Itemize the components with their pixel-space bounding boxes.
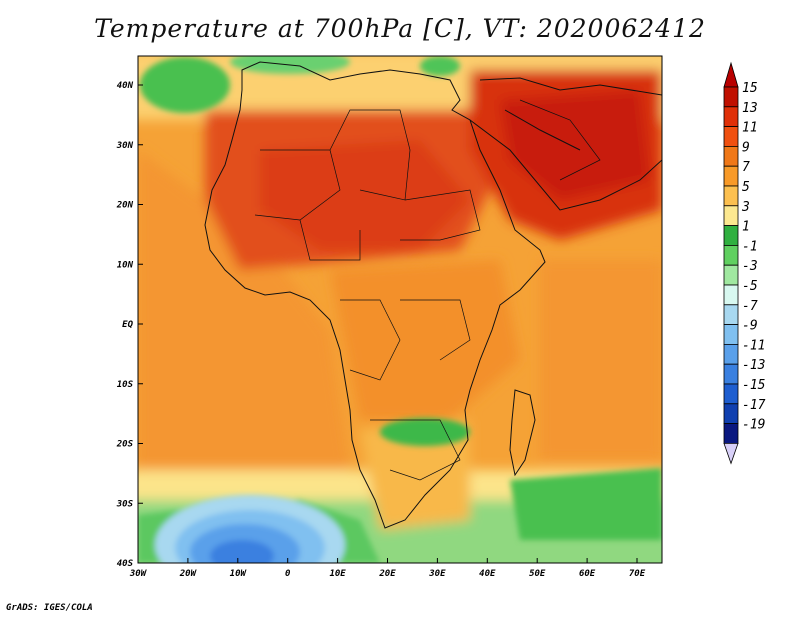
colorbar-label: -13 — [742, 358, 765, 373]
lon-tick-label: 60E — [579, 569, 596, 579]
map-frame — [137, 55, 663, 564]
lat-tick-label: 40N — [117, 81, 134, 91]
colorbar-swatch — [723, 324, 739, 345]
lat-tick-label: 20S — [116, 440, 134, 450]
colorbar-swatch — [723, 363, 739, 385]
colorbar-label: 11 — [742, 121, 758, 136]
lon-tick-label: 30W — [129, 569, 148, 579]
colorbar-swatch — [723, 225, 739, 246]
grads-credit: GrADS: IGES/COLA — [6, 603, 93, 613]
country-borders — [254, 99, 601, 481]
colorbar-label: 9 — [742, 140, 750, 155]
colorbar-top-arrow — [723, 61, 739, 88]
lon-tick-label: 50E — [529, 569, 546, 579]
lon-tick-label: 10E — [329, 569, 346, 579]
colorbar-label: -15 — [742, 378, 766, 393]
colorbar-label: 3 — [741, 200, 750, 215]
colorbar-label: -3 — [742, 259, 758, 274]
colorbar-legend: 15 13 11 9 7 5 3 1 -1 -3 -5 -7 -9 -11 -13 -15 -17 -19 — [723, 61, 766, 465]
coastlines — [204, 61, 662, 529]
colorbar-swatch — [723, 126, 739, 147]
colorbar-swatch — [723, 383, 739, 405]
colorbar-swatch — [723, 165, 739, 187]
colorbar-swatch — [723, 403, 739, 424]
colorbar-label: -19 — [742, 418, 765, 433]
lat-tick-label: 20N — [116, 201, 134, 211]
colorbar-label: 7 — [742, 160, 750, 175]
lon-tick-label: 70E — [629, 569, 646, 579]
colorbar-label: 13 — [742, 101, 758, 116]
colorbar-swatch — [723, 304, 739, 325]
lat-tick-label: EQ — [122, 320, 133, 330]
colorbar-swatch — [723, 284, 739, 306]
colorbar-swatch — [723, 205, 739, 227]
lat-tick-label: 40S — [117, 559, 134, 569]
colorbar-label: -5 — [742, 279, 758, 294]
colorbar-swatch — [723, 145, 739, 167]
colorbar-label: -7 — [742, 299, 758, 314]
colorbar-swatch — [723, 423, 739, 444]
colorbar-label: -1 — [742, 239, 758, 254]
colorbar-swatch — [723, 86, 739, 108]
lat-tick-label: 30N — [116, 141, 134, 151]
colorbar-label: 5 — [742, 180, 750, 195]
colorbar-swatch — [723, 244, 739, 266]
lon-tick-label: 10W — [230, 569, 248, 579]
lon-tick-label: 20W — [179, 569, 198, 579]
colorbar-label: -11 — [742, 338, 765, 353]
lon-tick-label: 20E — [378, 569, 396, 579]
lat-tick-label: 30S — [116, 499, 134, 509]
lon-tick-label: 0 — [285, 569, 291, 579]
map-title: Temperature at 700hPa [C], VT: 202006241… — [94, 14, 706, 43]
lon-tick-label: 40E — [479, 569, 496, 579]
colorbar-swatch — [723, 106, 739, 128]
colorbar-swatch — [723, 343, 739, 365]
colorbar-bottom-arrow — [723, 443, 739, 465]
colorbar-swatch — [723, 185, 739, 207]
colorbar-label: -17 — [742, 398, 766, 413]
colorbar-swatch — [723, 264, 739, 286]
colorbar-label: 1 — [742, 220, 750, 235]
temperature-field — [138, 56, 662, 563]
lat-tick-label: 10S — [117, 380, 134, 390]
lon-tick-label: 30E — [428, 569, 446, 579]
colorbar-label: 15 — [742, 81, 758, 96]
colorbar-label: -9 — [742, 319, 758, 334]
lat-tick-label: 10N — [117, 260, 134, 270]
